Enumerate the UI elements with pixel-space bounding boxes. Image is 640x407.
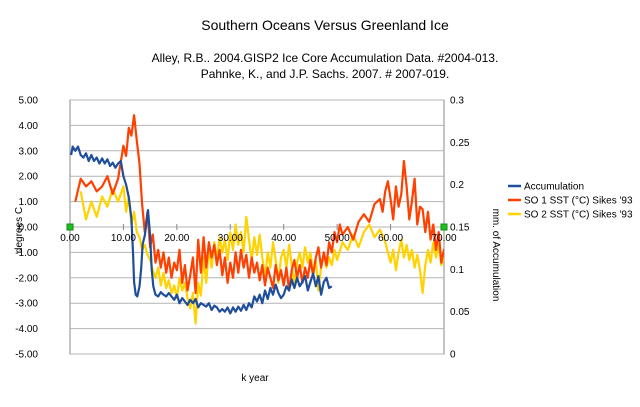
y-tick-label-10: -5.00: [15, 350, 38, 361]
y-tick-label-1: 4.00: [19, 121, 39, 132]
y-tick-label-9: -4.00: [15, 324, 38, 335]
y-tick-label-8: -3.00: [15, 299, 38, 310]
x-tick-label-6: 60.00: [378, 233, 403, 244]
y2-tick-label-1: 0.25: [450, 138, 470, 149]
y2-axis-title: mm. of Accumulation: [490, 209, 501, 302]
series-line-0: [70, 145, 333, 315]
x-tick-label-7: 70.00: [431, 233, 456, 244]
x-tick-label-5: 50.00: [325, 233, 350, 244]
chart-subtitle-line-1: Alley, R.B.. 2004.GISP2 Ice Core Accumul…: [152, 51, 499, 65]
legend-label-2: SO 2 SST (°C) Sikes '93: [524, 210, 633, 221]
axis-tick-labels: 5.00 4.00 3.00 2.00 1.00 0.00 -1.00 -2.00 -3.00 -…: [15, 96, 470, 361]
y-axis-title: degrees C: [14, 207, 25, 253]
y-tick-label-4: 1.00: [19, 197, 39, 208]
chart-title: Southern Oceans Versus Greenland Ice: [201, 17, 449, 33]
x-tick-label-0: 0.00: [60, 233, 80, 244]
series-line-1: [74, 114, 444, 295]
x-tick-label-2: 20.00: [164, 233, 189, 244]
y2-tick-label-6: 0: [450, 350, 456, 361]
grid: [66, 99, 448, 355]
y-tick-label-7: -2.00: [15, 273, 38, 284]
x-axis-title: k year: [241, 373, 269, 384]
x-tick-label-1: 10.00: [111, 233, 136, 244]
x-tick-label-3: 30.00: [218, 233, 243, 244]
zero-line-marker-right: [440, 223, 448, 231]
legend: Accumulation SO 1 SST (°C) Sikes '93 SO 2 …: [508, 182, 633, 221]
x-tick-label-4: 40.00: [271, 233, 296, 244]
zero-line-marker-left: [66, 223, 74, 231]
y-tick-label-5: 0.00: [19, 223, 39, 234]
y2-tick-label-2: 0.2: [450, 180, 464, 191]
y-tick-label-6: -1.00: [15, 248, 38, 259]
y2-tick-label-4: 0.1: [450, 265, 464, 276]
chart-subtitle-line-2: Pahnke, K., and J.P. Sachs. 2007. # 2007…: [201, 67, 450, 81]
series-line-2: [79, 185, 444, 325]
series-layer: [70, 114, 444, 325]
legend-label-1: SO 1 SST (°C) Sikes '93: [524, 196, 633, 207]
y2-tick-label-3: 0.15: [450, 223, 470, 234]
y-tick-label-0: 5.00: [19, 96, 39, 107]
y-tick-label-3: 2.00: [19, 172, 39, 183]
legend-label-0: Accumulation: [524, 182, 584, 193]
y2-tick-label-5: 0.05: [450, 307, 470, 318]
y2-tick-label-0: 0.3: [450, 96, 464, 107]
y-tick-label-2: 3.00: [19, 146, 39, 157]
